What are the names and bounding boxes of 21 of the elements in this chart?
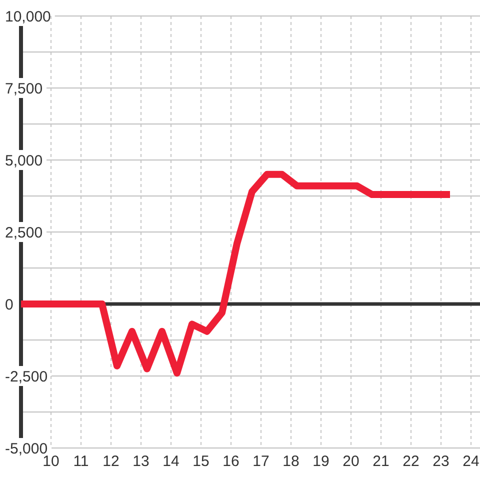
x-tick-label: 12 [102, 453, 120, 470]
x-tick-label: 21 [372, 453, 390, 470]
x-tick-label: 20 [342, 453, 360, 470]
x-tick-label: 17 [252, 453, 270, 470]
x-tick-label: 19 [312, 453, 330, 470]
y-tick-label: 2,500 [5, 224, 43, 242]
y-tick-label: 7,500 [5, 80, 43, 98]
x-tick-label: 11 [73, 453, 89, 470]
y-tick-label: -2,500 [5, 368, 48, 386]
x-tick-label: 13 [132, 453, 150, 470]
x-tick-label: 24 [462, 453, 480, 470]
y-tick-label: 5,000 [5, 152, 43, 170]
x-tick-label: 18 [282, 453, 300, 470]
x-tick-label: 23 [432, 453, 450, 470]
x-tick-label: 22 [402, 453, 420, 470]
x-tick-label: 14 [162, 453, 180, 470]
y-tick-label: 10,000 [5, 8, 51, 26]
x-tick-label: 16 [222, 453, 240, 470]
x-tick-label: 10 [42, 453, 60, 470]
x-tick-label: 15 [192, 453, 210, 470]
y-tick-label: 0 [5, 296, 14, 314]
